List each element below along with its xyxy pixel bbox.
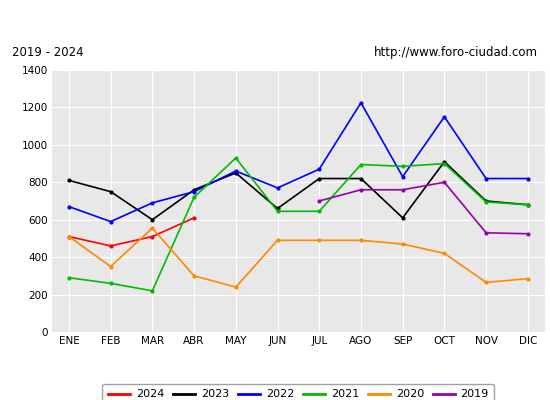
Text: Evolucion Nº Turistas Nacionales en el municipio de Móra la Nova: Evolucion Nº Turistas Nacionales en el m…: [35, 11, 515, 27]
Legend: 2024, 2023, 2022, 2021, 2020, 2019: 2024, 2023, 2022, 2021, 2020, 2019: [102, 384, 494, 400]
Text: 2019 - 2024: 2019 - 2024: [12, 46, 84, 60]
Text: http://www.foro-ciudad.com: http://www.foro-ciudad.com: [374, 46, 538, 60]
